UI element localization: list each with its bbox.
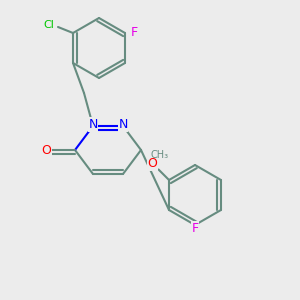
- Text: F: F: [191, 221, 199, 235]
- Text: O: O: [42, 143, 51, 157]
- Text: Cl: Cl: [44, 20, 55, 31]
- Text: N: N: [88, 118, 98, 131]
- Text: CH₃: CH₃: [151, 149, 169, 160]
- Text: N: N: [118, 118, 128, 131]
- Text: F: F: [130, 26, 137, 40]
- Text: O: O: [148, 157, 158, 170]
